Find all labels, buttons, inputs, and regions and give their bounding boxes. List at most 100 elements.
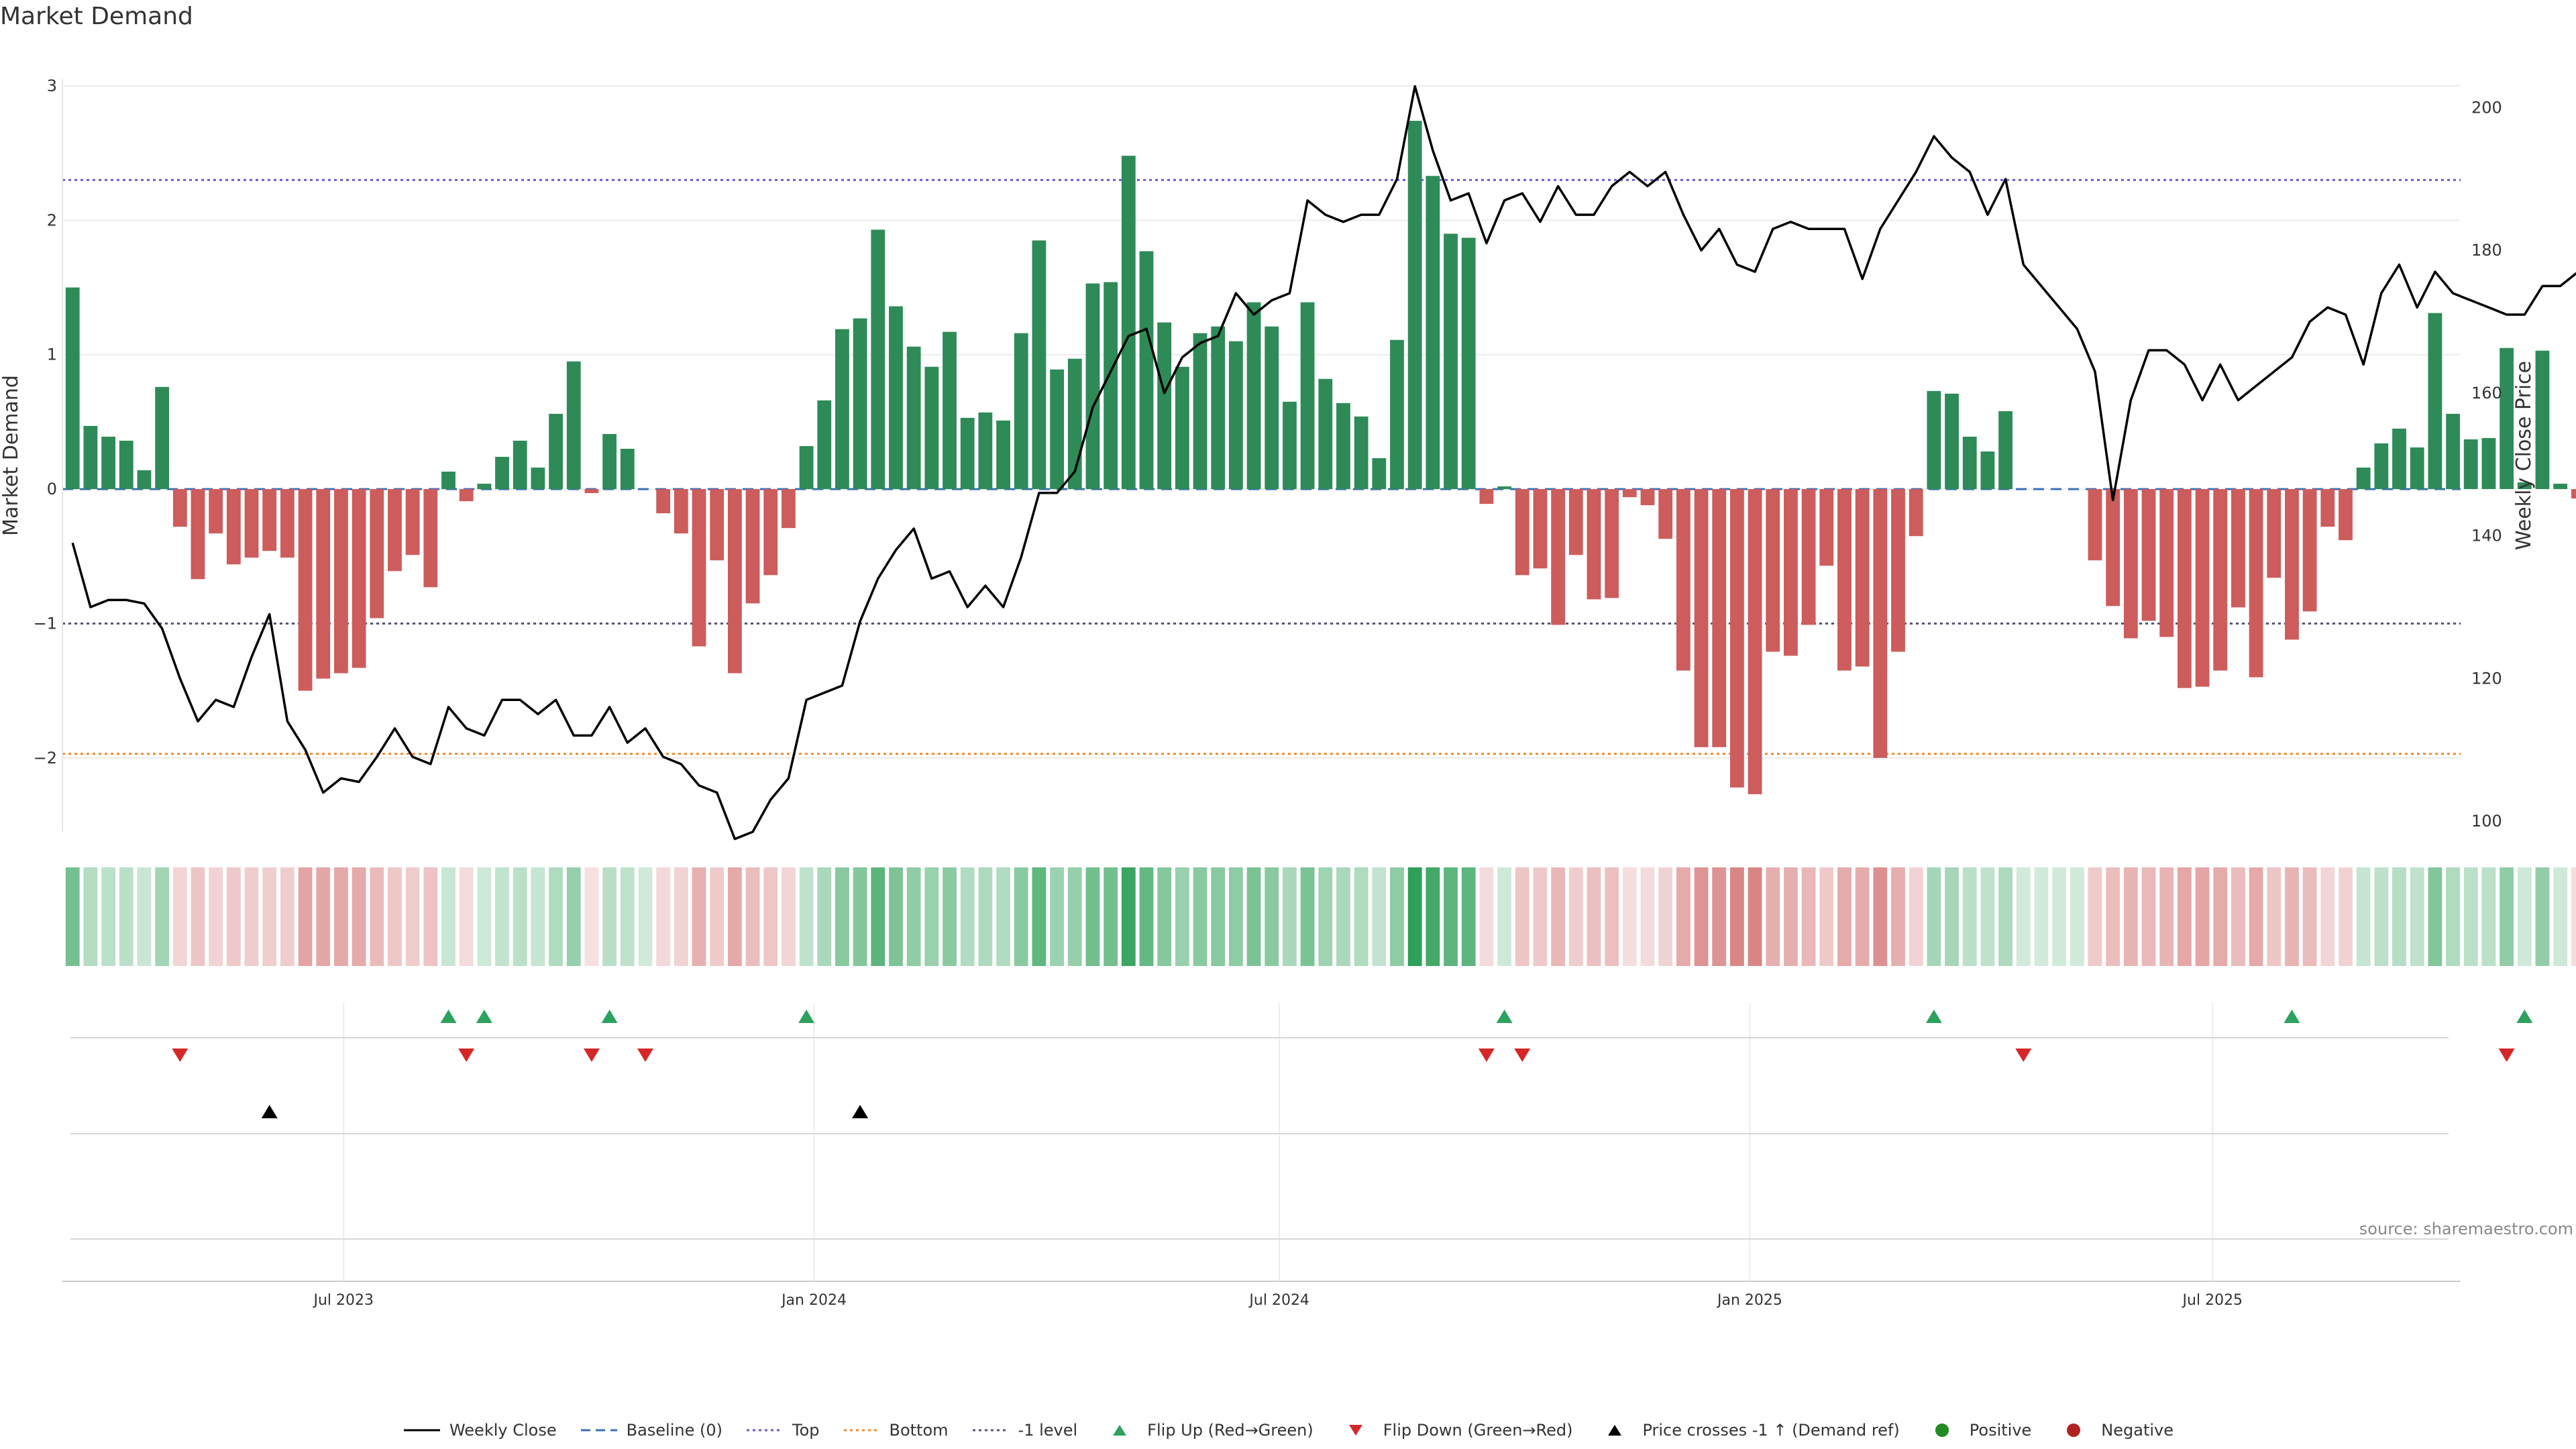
- heat-cell: [1193, 867, 1208, 966]
- demand-bar: [566, 361, 581, 490]
- demand-bar: [1676, 489, 1690, 671]
- heat-cell: [549, 867, 563, 966]
- demand-bar: [2088, 489, 2102, 561]
- demand-bar: [2159, 489, 2174, 637]
- heat-cell: [1801, 867, 1816, 966]
- demand-bar: [1748, 489, 1762, 794]
- heat-cell: [2320, 867, 2335, 966]
- heat-cell: [2535, 867, 2550, 966]
- heat-cell: [853, 867, 867, 966]
- demand-bar: [1407, 121, 1422, 490]
- demand-bar: [2123, 489, 2138, 639]
- heat-cell: [799, 867, 814, 966]
- heat-cell: [924, 867, 939, 966]
- demand-bar: [1873, 489, 1888, 758]
- demand-bar: [674, 489, 688, 534]
- demand-bar: [262, 489, 277, 551]
- heat-cell: [710, 867, 724, 966]
- y2-tick-label: 160: [2471, 384, 2502, 402]
- demand-bar: [1801, 489, 1816, 625]
- heat-cell: [745, 867, 760, 966]
- flip-up-marker: [440, 1010, 457, 1023]
- demand-bar: [1479, 489, 1494, 504]
- demand-bar: [2320, 489, 2335, 527]
- demand-bar: [1139, 251, 1154, 490]
- demand-bar: [2410, 447, 2424, 490]
- heat-cell: [2302, 867, 2317, 966]
- demand-bar: [531, 468, 545, 490]
- heat-cell: [566, 867, 581, 966]
- demand-bar: [1318, 378, 1333, 490]
- demand-bar: [2267, 489, 2282, 578]
- heat-cell: [2428, 867, 2443, 966]
- demand-bar: [1837, 489, 1851, 671]
- legend-symbol-positive: [1935, 1424, 1949, 1437]
- demand-bar: [1784, 489, 1798, 656]
- legend-label-minus1: -1 level: [1018, 1421, 1078, 1440]
- legend-symbol-top: [747, 1429, 783, 1432]
- heat-cell: [2463, 867, 2478, 966]
- demand-bar: [209, 489, 223, 534]
- demand-bar: [1157, 322, 1172, 490]
- heat-cell: [2088, 867, 2102, 966]
- demand-bar: [2339, 489, 2353, 541]
- axes: 3 2 1 0 −1 −2 200 180 160 140 120 100 Market Demand W…: [0, 76, 2536, 832]
- flip-down-marker: [172, 1049, 189, 1062]
- legend-symbol-line: [403, 1429, 440, 1432]
- heat-cell: [1014, 867, 1028, 966]
- heat-cell: [459, 867, 474, 966]
- demand-bar: [2535, 350, 2550, 490]
- demand-bar: [83, 425, 98, 490]
- demand-bar: [2195, 489, 2210, 687]
- flip-down-marker: [1514, 1049, 1531, 1062]
- heat-cell: [2070, 867, 2084, 966]
- heat-cell: [65, 867, 80, 966]
- demand-bar: [1014, 333, 1028, 490]
- demand-bar: [441, 472, 455, 490]
- flip-down-marker: [637, 1049, 653, 1062]
- heat-cell: [1712, 867, 1727, 966]
- flip-up-marker: [2284, 1010, 2300, 1023]
- chart-title: Market Demand: [0, 3, 193, 30]
- demand-bar: [298, 489, 313, 691]
- demand-bar: [459, 489, 474, 502]
- heat-cell: [316, 867, 331, 966]
- demand-bar: [191, 489, 205, 580]
- demand-bar: [352, 489, 366, 668]
- heat-cell: [1873, 867, 1888, 966]
- heat-cell: [423, 867, 438, 966]
- weekly-close-line: [71, 85, 2576, 841]
- demand-bar: [1640, 489, 1655, 506]
- heat-cell: [119, 867, 133, 966]
- heat-cell: [477, 867, 492, 966]
- heat-cell: [1533, 867, 1548, 966]
- heat-cell: [2267, 867, 2282, 966]
- flip-down-marker: [2498, 1049, 2515, 1062]
- demand-bar: [1855, 489, 1870, 667]
- y2-tick-label: 120: [2471, 669, 2502, 688]
- demand-bar: [1568, 489, 1583, 555]
- heat-cell: [1228, 867, 1243, 966]
- demand-bar: [906, 346, 921, 490]
- demand-bar: [1694, 489, 1709, 747]
- legend-label-negative: Negative: [2101, 1421, 2174, 1440]
- source-note: source: sharemaestro.com: [2359, 1220, 2573, 1238]
- heat-cell: [280, 867, 294, 966]
- heat-cell: [1085, 867, 1100, 966]
- heat-cell: [513, 867, 527, 966]
- heat-cell: [2517, 867, 2532, 966]
- x-tick-label: Jul 2023: [312, 1292, 374, 1309]
- demand-bar: [782, 489, 796, 529]
- demand-bar: [853, 318, 867, 490]
- demand-bar: [2374, 443, 2389, 490]
- demand-bar: [1211, 326, 1226, 490]
- demand-bar: [2177, 489, 2192, 688]
- heat-cell: [1336, 867, 1350, 966]
- demand-bar: [943, 331, 957, 490]
- demand-bar: [1050, 369, 1065, 490]
- demand-bar: [692, 489, 706, 647]
- demand-bar: [817, 400, 832, 490]
- heat-cell: [1139, 867, 1154, 966]
- heat-cell: [996, 867, 1010, 966]
